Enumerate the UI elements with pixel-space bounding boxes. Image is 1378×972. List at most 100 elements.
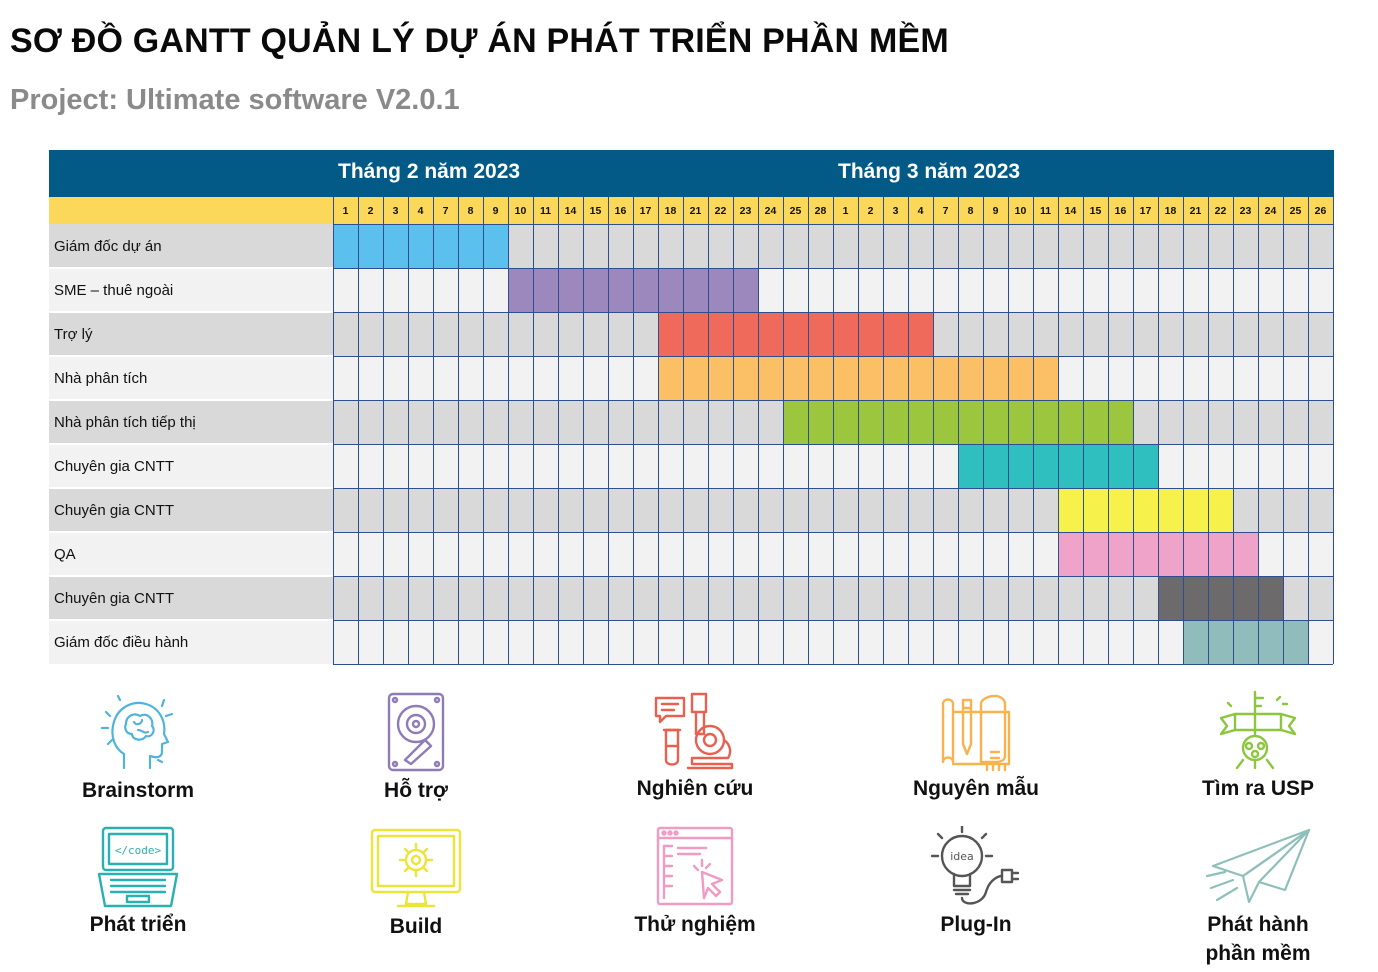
blueprint-icon bbox=[941, 694, 1011, 772]
gantt-task-bar bbox=[1058, 488, 1233, 532]
task-label: Chuyên gia CNTT bbox=[54, 590, 174, 607]
gantt-grid: 1 2 3 4 7 8 9 10 11 14 15 16 17 18 21 22 23 24 25 28 1 2 3 4 7 8 9… bbox=[49, 197, 1334, 665]
gantt-row-bg bbox=[49, 400, 1333, 444]
day-label: 10 bbox=[1015, 205, 1027, 217]
brain-head-icon bbox=[100, 694, 174, 770]
icon-label: Plug-In bbox=[940, 913, 1012, 936]
day-label: 24 bbox=[765, 205, 777, 217]
day-label: 15 bbox=[590, 205, 602, 217]
day-label: 3 bbox=[393, 205, 399, 217]
task-label: Giám đốc dự án bbox=[54, 238, 162, 255]
day-label: 10 bbox=[515, 205, 527, 217]
gantt-task-bar bbox=[1158, 576, 1283, 620]
task-label: Chuyên gia CNTT bbox=[54, 502, 174, 519]
phase-prototype: Nguyên mẫu bbox=[866, 690, 1086, 803]
key-banner-icon bbox=[1219, 690, 1297, 770]
icon-label: Nghiên cứu bbox=[636, 777, 754, 800]
icon-label: Build bbox=[389, 915, 443, 938]
month-label-feb: Tháng 2 năm 2023 bbox=[338, 160, 521, 183]
icon-label: Thử nghiệm bbox=[634, 913, 756, 936]
day-label: 4 bbox=[418, 205, 424, 217]
task-label: Nhà phân tích tiếp thị bbox=[54, 414, 196, 431]
icon-label: Hỗ trợ bbox=[384, 779, 448, 802]
month-header: Tháng 2 năm 2023 Tháng 3 năm 2023 bbox=[49, 150, 1334, 197]
gantt-task-bar bbox=[333, 224, 508, 268]
gantt-task-bar bbox=[658, 312, 933, 356]
day-header bbox=[49, 197, 1334, 224]
task-label: QA bbox=[54, 546, 76, 563]
day-label: 1 bbox=[343, 205, 349, 217]
phase-release: Phát hành phần mềm bbox=[1148, 826, 1368, 968]
day-label: 23 bbox=[740, 205, 752, 217]
day-label: 1 bbox=[843, 205, 849, 217]
task-label: Trợ lý bbox=[54, 326, 93, 343]
phase-icons: Brainstorm Hỗ trợ Nghiên cứu bbox=[0, 680, 1378, 972]
day-label: 8 bbox=[968, 205, 974, 217]
day-label: 25 bbox=[1290, 205, 1302, 217]
day-label: 3 bbox=[893, 205, 899, 217]
page-title: SƠ ĐỒ GANTT QUẢN LÝ DỰ ÁN PHÁT TRIỂN PHẦ… bbox=[10, 22, 949, 60]
gantt-row-bg bbox=[49, 224, 1333, 268]
phase-plugin: idea Plug-In bbox=[866, 826, 1086, 939]
day-label: 7 bbox=[943, 205, 949, 217]
gantt-row-bg bbox=[49, 620, 1333, 664]
day-label: 26 bbox=[1315, 205, 1327, 217]
code-tag-text: </code> bbox=[115, 844, 162, 857]
day-label: 21 bbox=[1190, 205, 1202, 217]
phase-support: Hỗ trợ bbox=[306, 690, 526, 805]
paper-plane-icon bbox=[1205, 828, 1311, 904]
day-label: 14 bbox=[1065, 205, 1077, 217]
bulb-plug-icon: idea bbox=[930, 826, 1020, 905]
day-label: 9 bbox=[993, 205, 999, 217]
day-label: 8 bbox=[468, 205, 474, 217]
phase-find-usp: Tìm ra USP bbox=[1148, 690, 1368, 803]
microscope-icon bbox=[654, 692, 734, 770]
task-label: Giám đốc điều hành bbox=[54, 634, 188, 651]
task-label: Nhà phân tích bbox=[54, 370, 147, 387]
day-label: 16 bbox=[1115, 205, 1127, 217]
month-label-mar: Tháng 3 năm 2023 bbox=[838, 160, 1021, 183]
icon-label: Nguyên mẫu bbox=[912, 777, 1040, 800]
phase-brainstorm: Brainstorm bbox=[28, 690, 248, 805]
day-label: 4 bbox=[918, 205, 924, 217]
day-label: 2 bbox=[368, 205, 374, 217]
idea-text: idea bbox=[950, 850, 974, 863]
day-label: 23 bbox=[1240, 205, 1252, 217]
day-label: 25 bbox=[790, 205, 802, 217]
gantt-task-bar bbox=[1183, 620, 1308, 664]
gantt-row-bg bbox=[49, 576, 1333, 620]
phase-develop: </code> Phát triển bbox=[28, 826, 248, 939]
day-label: 15 bbox=[1090, 205, 1102, 217]
day-label: 17 bbox=[640, 205, 652, 217]
page-subtitle: Project: Ultimate software V2.0.1 bbox=[10, 84, 460, 116]
task-label: Chuyên gia CNTT bbox=[54, 458, 174, 475]
day-label: 9 bbox=[493, 205, 499, 217]
task-label: SME – thuê ngoài bbox=[54, 282, 173, 299]
day-label: 18 bbox=[1165, 205, 1177, 217]
phase-test: Thử nghiệm bbox=[585, 826, 805, 939]
day-label: 14 bbox=[565, 205, 577, 217]
day-label: 16 bbox=[615, 205, 627, 217]
laptop-code-icon: </code> bbox=[97, 826, 179, 908]
day-label: 11 bbox=[1040, 205, 1051, 217]
icon-label: Brainstorm bbox=[81, 779, 195, 802]
day-label: 22 bbox=[715, 205, 727, 217]
day-label: 22 bbox=[1215, 205, 1227, 217]
phase-build: Build bbox=[306, 826, 526, 941]
phase-research: Nghiên cứu bbox=[585, 690, 805, 803]
day-label: 28 bbox=[815, 205, 827, 217]
day-label: 18 bbox=[665, 205, 677, 217]
icon-label: Tìm ra USP bbox=[1201, 777, 1315, 800]
day-label: 11 bbox=[540, 205, 551, 217]
hard-drive-icon bbox=[387, 692, 445, 772]
day-label: 21 bbox=[690, 205, 702, 217]
monitor-gear-icon bbox=[370, 828, 462, 908]
day-label: 2 bbox=[868, 205, 874, 217]
day-label: 7 bbox=[443, 205, 449, 217]
icon-label: Phát triển bbox=[89, 913, 187, 936]
browser-click-icon bbox=[656, 826, 734, 906]
day-label: 17 bbox=[1140, 205, 1152, 217]
day-label: 24 bbox=[1265, 205, 1277, 217]
icon-label: Phát hành phần mềm bbox=[1205, 913, 1311, 965]
